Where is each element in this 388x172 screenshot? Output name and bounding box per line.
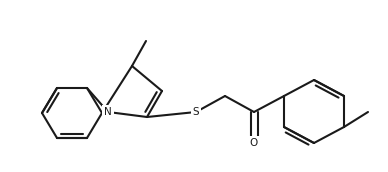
- Text: S: S: [193, 107, 199, 117]
- Text: N: N: [104, 107, 112, 117]
- Text: O: O: [250, 138, 258, 148]
